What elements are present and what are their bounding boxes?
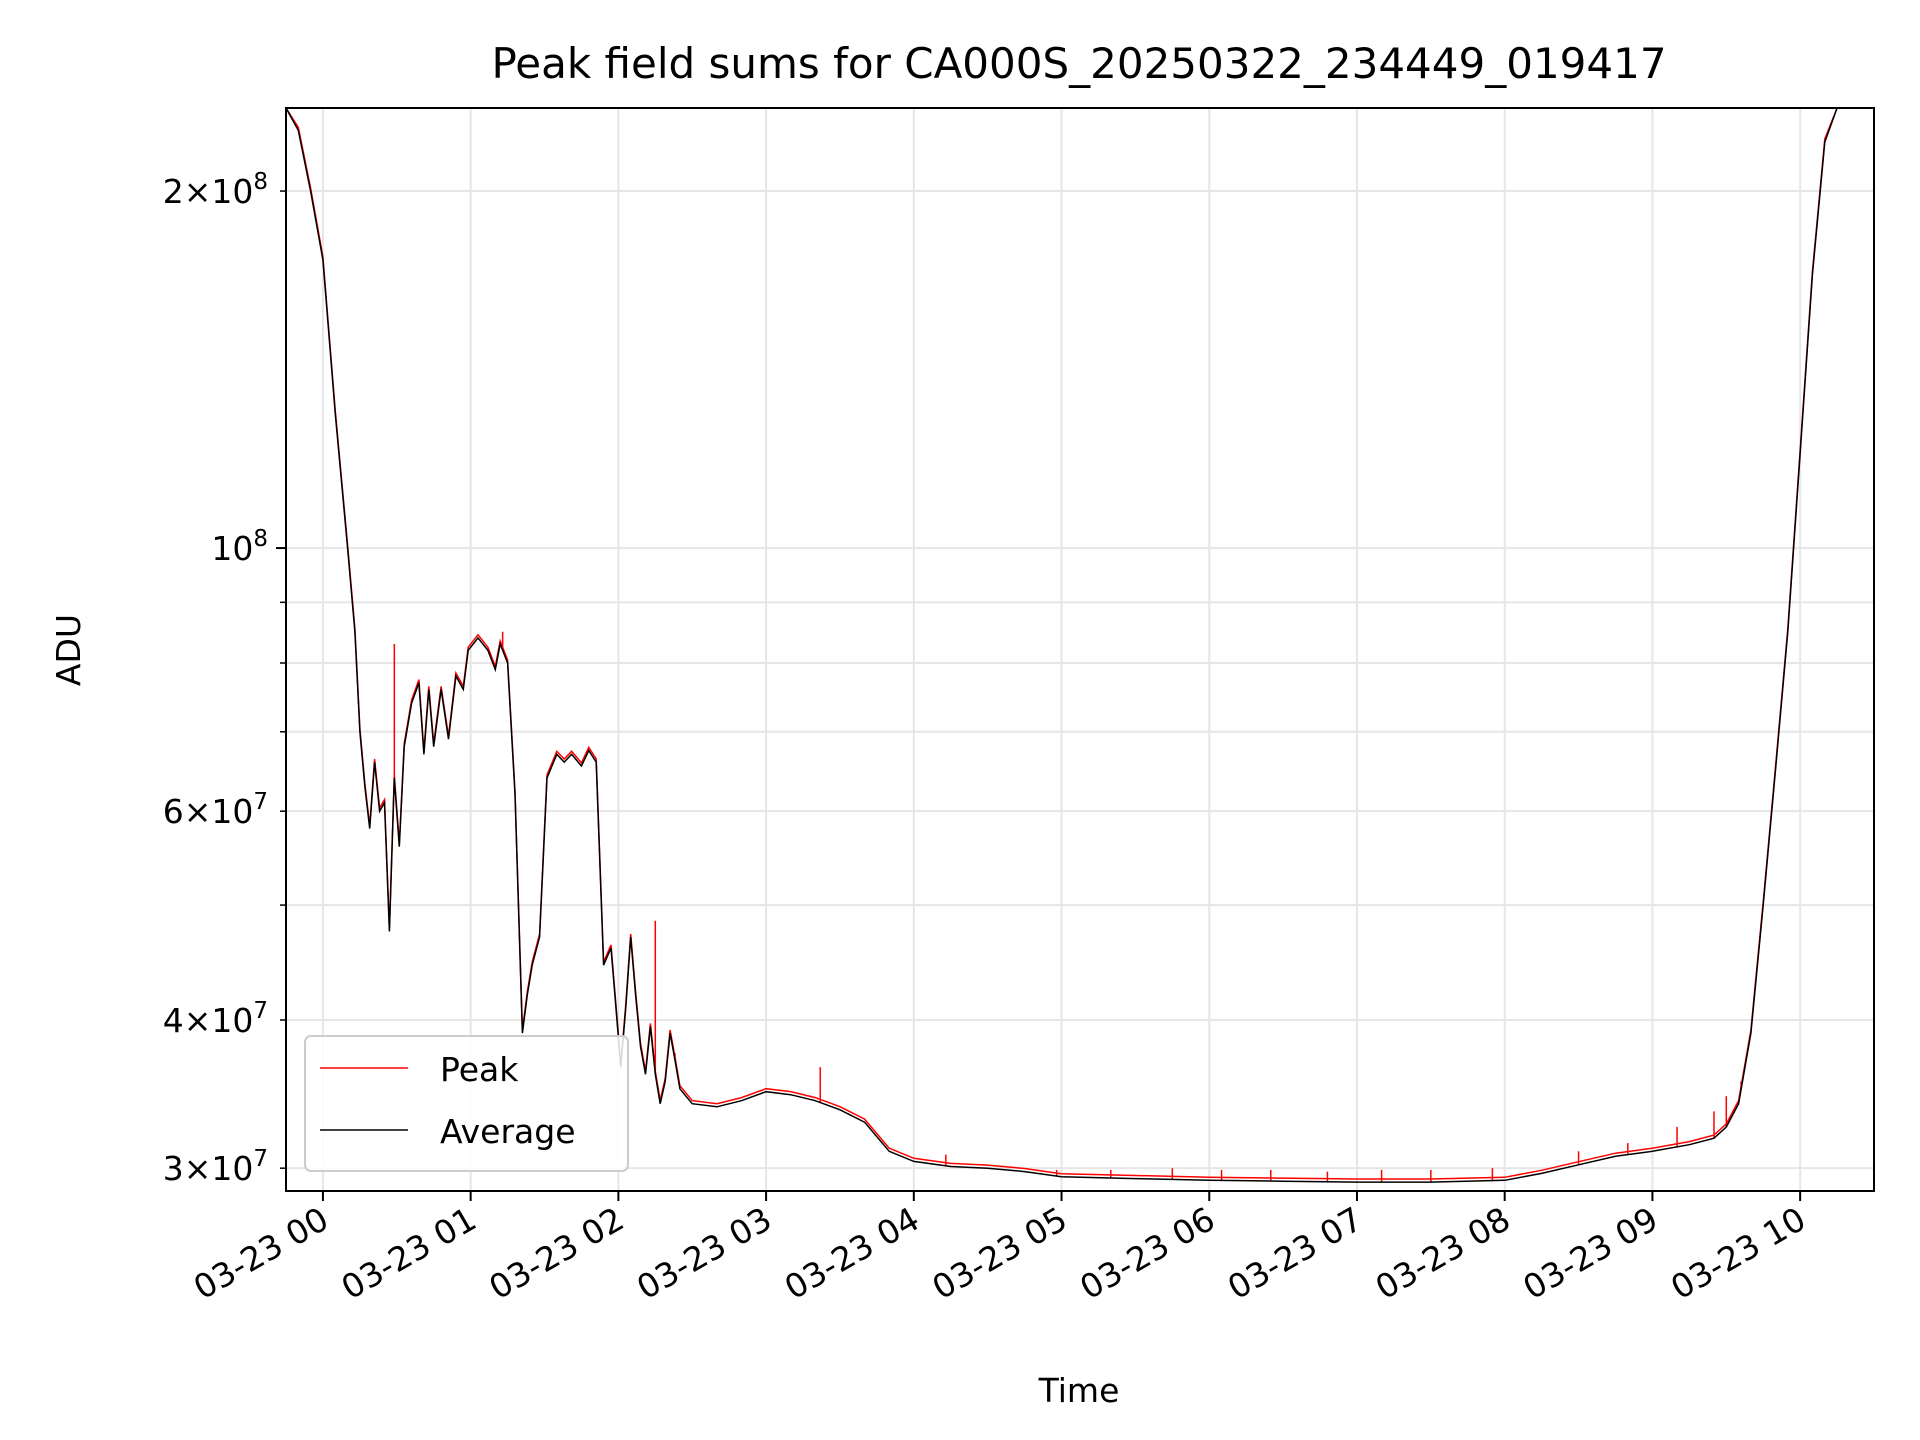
y-tick-label: 4×107 [163,998,268,1040]
grid [286,108,1874,1191]
y-axis-label: ADU [49,614,88,686]
legend: Peak Average [304,1035,629,1172]
y-tick-label: 2×108 [163,169,268,211]
legend-label-peak: Peak [440,1050,519,1089]
y-tick-label: 108 [211,526,268,568]
plot-frame [285,107,1875,1192]
y-tick-label: 6×107 [163,789,268,831]
x-axis-label: Time [1038,1371,1120,1410]
legend-box [304,1035,629,1172]
chart-title: Peak field sums for CA000S_20250322_2344… [491,39,1666,88]
y-tick-label: 3×107 [163,1146,268,1188]
legend-label-average: Average [440,1112,576,1151]
